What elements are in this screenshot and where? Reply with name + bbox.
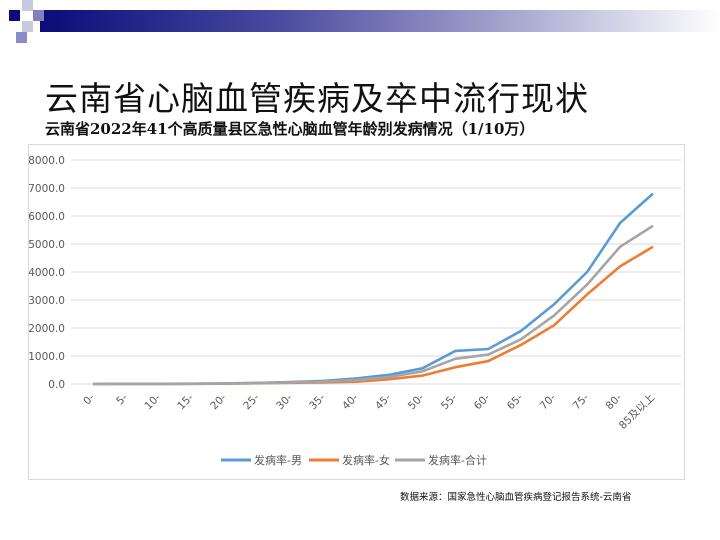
x-tick-label: 65- — [505, 391, 526, 412]
x-tick-label: 40- — [340, 391, 361, 412]
decor-square — [33, 10, 44, 21]
x-tick-label: 25- — [241, 391, 262, 412]
x-tick-label: 20- — [208, 391, 229, 412]
line-chart: 0.0 1000.0 2000.0 3000.0 4000.0 5000.0 6000.0 7… — [29, 155, 681, 467]
series-line-1 — [92, 245, 654, 386]
x-tick-label: 55- — [439, 391, 460, 412]
x-tick-label: 80- — [604, 391, 625, 412]
x-tick-label: 50- — [406, 391, 427, 412]
chart-subtitle: 云南省2022年41个高质量县区急性心脑血管年龄别发病情况（1/10万） — [45, 120, 535, 138]
x-tick-label: 0- — [81, 391, 97, 407]
decor-square — [22, 21, 33, 32]
header-banner — [40, 10, 720, 32]
y-tick-label: 3000.0 — [29, 295, 65, 307]
decor-square — [9, 10, 20, 21]
y-tick-label: 8000.0 — [29, 155, 65, 167]
y-tick-label: 7000.0 — [29, 183, 65, 195]
y-tick-label: 6000.0 — [29, 211, 65, 223]
legend-label: 发病率-合计 — [428, 453, 487, 467]
y-tick-label: 4000.0 — [29, 267, 65, 279]
legend-label: 发病率-男 — [254, 453, 302, 467]
x-tick-label: 85及以上 — [617, 392, 657, 432]
decor-square — [22, 0, 33, 11]
data-source: 数据来源：国家急性心脑血管疾病登记报告系统-云南省 — [400, 492, 632, 503]
y-tick-label: 5000.0 — [29, 239, 65, 251]
x-tick-label: 45- — [373, 391, 394, 412]
x-tick-label: 15- — [175, 391, 196, 412]
y-tick-label: 2000.0 — [29, 323, 65, 335]
series-line-2 — [92, 224, 654, 386]
x-tick-label: 70- — [538, 391, 559, 412]
y-tick-label: 1000.0 — [29, 351, 65, 363]
x-tick-label: 5- — [114, 391, 130, 407]
series-line-0 — [92, 192, 654, 386]
x-tick-label: 30- — [274, 391, 295, 412]
y-tick-label: 0.0 — [48, 379, 65, 391]
x-tick-label: 75- — [571, 391, 592, 412]
legend-label: 发病率-女 — [342, 453, 390, 467]
chart-container: 0.0 1000.0 2000.0 3000.0 4000.0 5000.0 6000.0 7… — [28, 144, 685, 480]
x-tick-label: 10- — [142, 391, 163, 412]
x-tick-label: 35- — [307, 391, 328, 412]
page-title: 云南省心脑血管疾病及卒中流行现状 — [45, 79, 589, 118]
decor-square — [16, 32, 27, 43]
x-tick-label: 60- — [472, 391, 493, 412]
